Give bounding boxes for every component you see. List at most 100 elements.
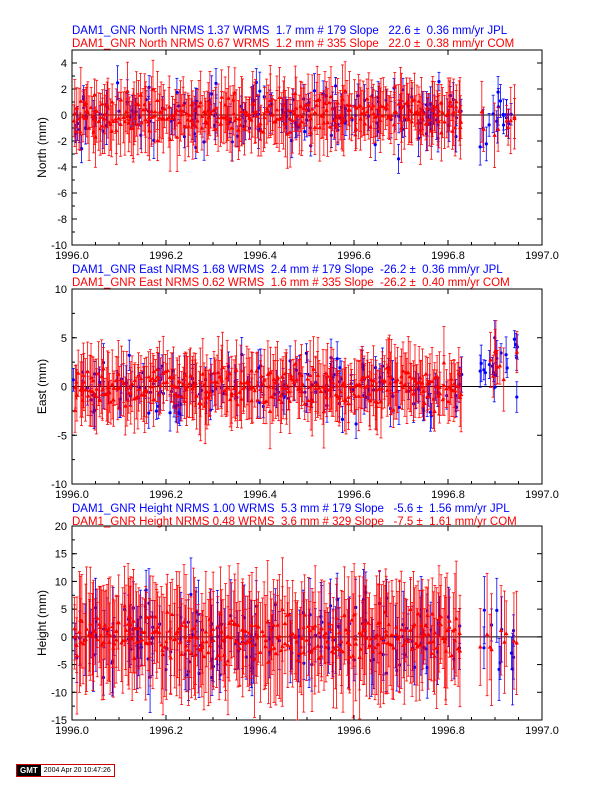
east-com-point xyxy=(255,382,260,387)
east-jpl-point xyxy=(482,368,486,372)
east-com-point xyxy=(432,375,437,380)
north-com-point xyxy=(155,97,160,103)
east-com-point xyxy=(100,387,105,392)
north-jpl-point xyxy=(303,129,307,134)
east-com-point xyxy=(437,384,442,390)
north-com-point xyxy=(303,107,309,112)
height-jpl-point xyxy=(335,597,339,602)
east-com-point xyxy=(161,380,166,385)
east-com-point xyxy=(273,380,278,385)
north-com-point xyxy=(127,117,132,122)
east-com-point xyxy=(227,371,232,376)
east-com-point xyxy=(300,381,305,386)
north-jpl-point xyxy=(373,143,377,147)
north-com-point xyxy=(100,123,105,128)
east-com-point xyxy=(235,401,240,407)
north-com-point xyxy=(152,109,158,114)
east-com-point xyxy=(374,403,379,409)
north-com-point xyxy=(270,112,275,117)
north-com-point xyxy=(442,119,447,124)
north-com-point xyxy=(213,105,218,110)
north-com-point xyxy=(381,104,386,109)
north-com-point xyxy=(102,112,108,117)
east-com-point xyxy=(284,386,289,391)
east-com-point xyxy=(425,381,430,386)
height-x-tick-label: 1996.0 xyxy=(55,725,89,737)
east-com-point xyxy=(449,376,454,381)
north-com-point xyxy=(292,110,297,115)
east-com-point xyxy=(216,370,221,375)
east-com-point xyxy=(151,396,156,401)
east-com-point xyxy=(514,349,520,354)
north-com-point xyxy=(186,123,191,128)
east-caption-jpl: DAM1_GNR East NRMS 1.68 WRMS 2.4 mm # 17… xyxy=(72,264,503,276)
east-jpl-point xyxy=(168,411,172,415)
east-com-point xyxy=(325,373,330,378)
east-com-point xyxy=(367,391,372,396)
north-com-point xyxy=(203,110,208,115)
east-com-point xyxy=(188,373,193,378)
east-jpl-point xyxy=(154,409,159,413)
north-com-point xyxy=(106,119,112,124)
north-com-point xyxy=(155,138,160,143)
east-com-point xyxy=(288,373,294,378)
north-series-com xyxy=(71,59,517,172)
east-jpl-point xyxy=(483,371,487,375)
north-com-point xyxy=(116,115,121,120)
east-com-point xyxy=(213,383,218,388)
east-com-point xyxy=(148,377,153,382)
north-com-point xyxy=(86,125,92,130)
north-jpl-point xyxy=(329,133,333,138)
north-com-point xyxy=(410,98,415,103)
height-y-tick-label: 20 xyxy=(55,521,67,533)
north-com-point xyxy=(102,116,107,121)
east-com-point xyxy=(138,376,144,381)
north-com-point xyxy=(479,109,485,114)
east-com-point xyxy=(400,384,405,390)
north-com-point xyxy=(268,97,273,103)
east-jpl-point xyxy=(454,393,458,398)
north-com-point xyxy=(89,104,94,109)
north-caption-com: DAM1_GNR North NRMS 0.67 WRMS 1.2 mm # 3… xyxy=(72,38,515,50)
east-x-tick-label: 1996.4 xyxy=(243,489,277,501)
north-com-point xyxy=(247,115,252,120)
east-jpl-point xyxy=(178,412,182,416)
east-com-point xyxy=(452,388,458,393)
east-com-point xyxy=(75,370,81,375)
east-com-point xyxy=(242,384,247,389)
north-com-point xyxy=(374,113,379,118)
north-com-point xyxy=(287,115,293,120)
north-com-point xyxy=(409,119,415,124)
east-com-point xyxy=(136,386,141,391)
height-jpl-point xyxy=(495,608,499,612)
north-com-point xyxy=(505,124,511,129)
east-com-point xyxy=(119,378,124,383)
east-com-point xyxy=(364,383,370,388)
north-com-point xyxy=(357,103,363,108)
north-jpl-point xyxy=(410,95,414,99)
east-com-point xyxy=(254,368,259,373)
east-jpl-point xyxy=(127,353,131,357)
east-com-point xyxy=(302,401,307,406)
north-com-point xyxy=(92,92,97,97)
north-com-point xyxy=(342,88,348,93)
east-com-point xyxy=(85,369,90,374)
east-com-point xyxy=(371,378,376,383)
north-com-point xyxy=(274,107,280,112)
north-com-point xyxy=(393,109,399,114)
east-com-point xyxy=(305,397,311,403)
east-com-point xyxy=(244,379,250,384)
north-com-point xyxy=(136,102,141,107)
east-com-point xyxy=(323,370,329,375)
north-jpl-point xyxy=(230,140,234,144)
north-jpl-point xyxy=(308,126,312,130)
north-com-point xyxy=(277,94,282,100)
height-jpl-point xyxy=(413,665,417,669)
east-com-point xyxy=(90,378,96,383)
north-jpl-point xyxy=(501,112,505,117)
height-y-tick-label: 5 xyxy=(61,604,67,616)
east-com-point xyxy=(495,364,500,369)
north-com-point xyxy=(74,105,79,110)
north-com-point xyxy=(186,112,192,117)
